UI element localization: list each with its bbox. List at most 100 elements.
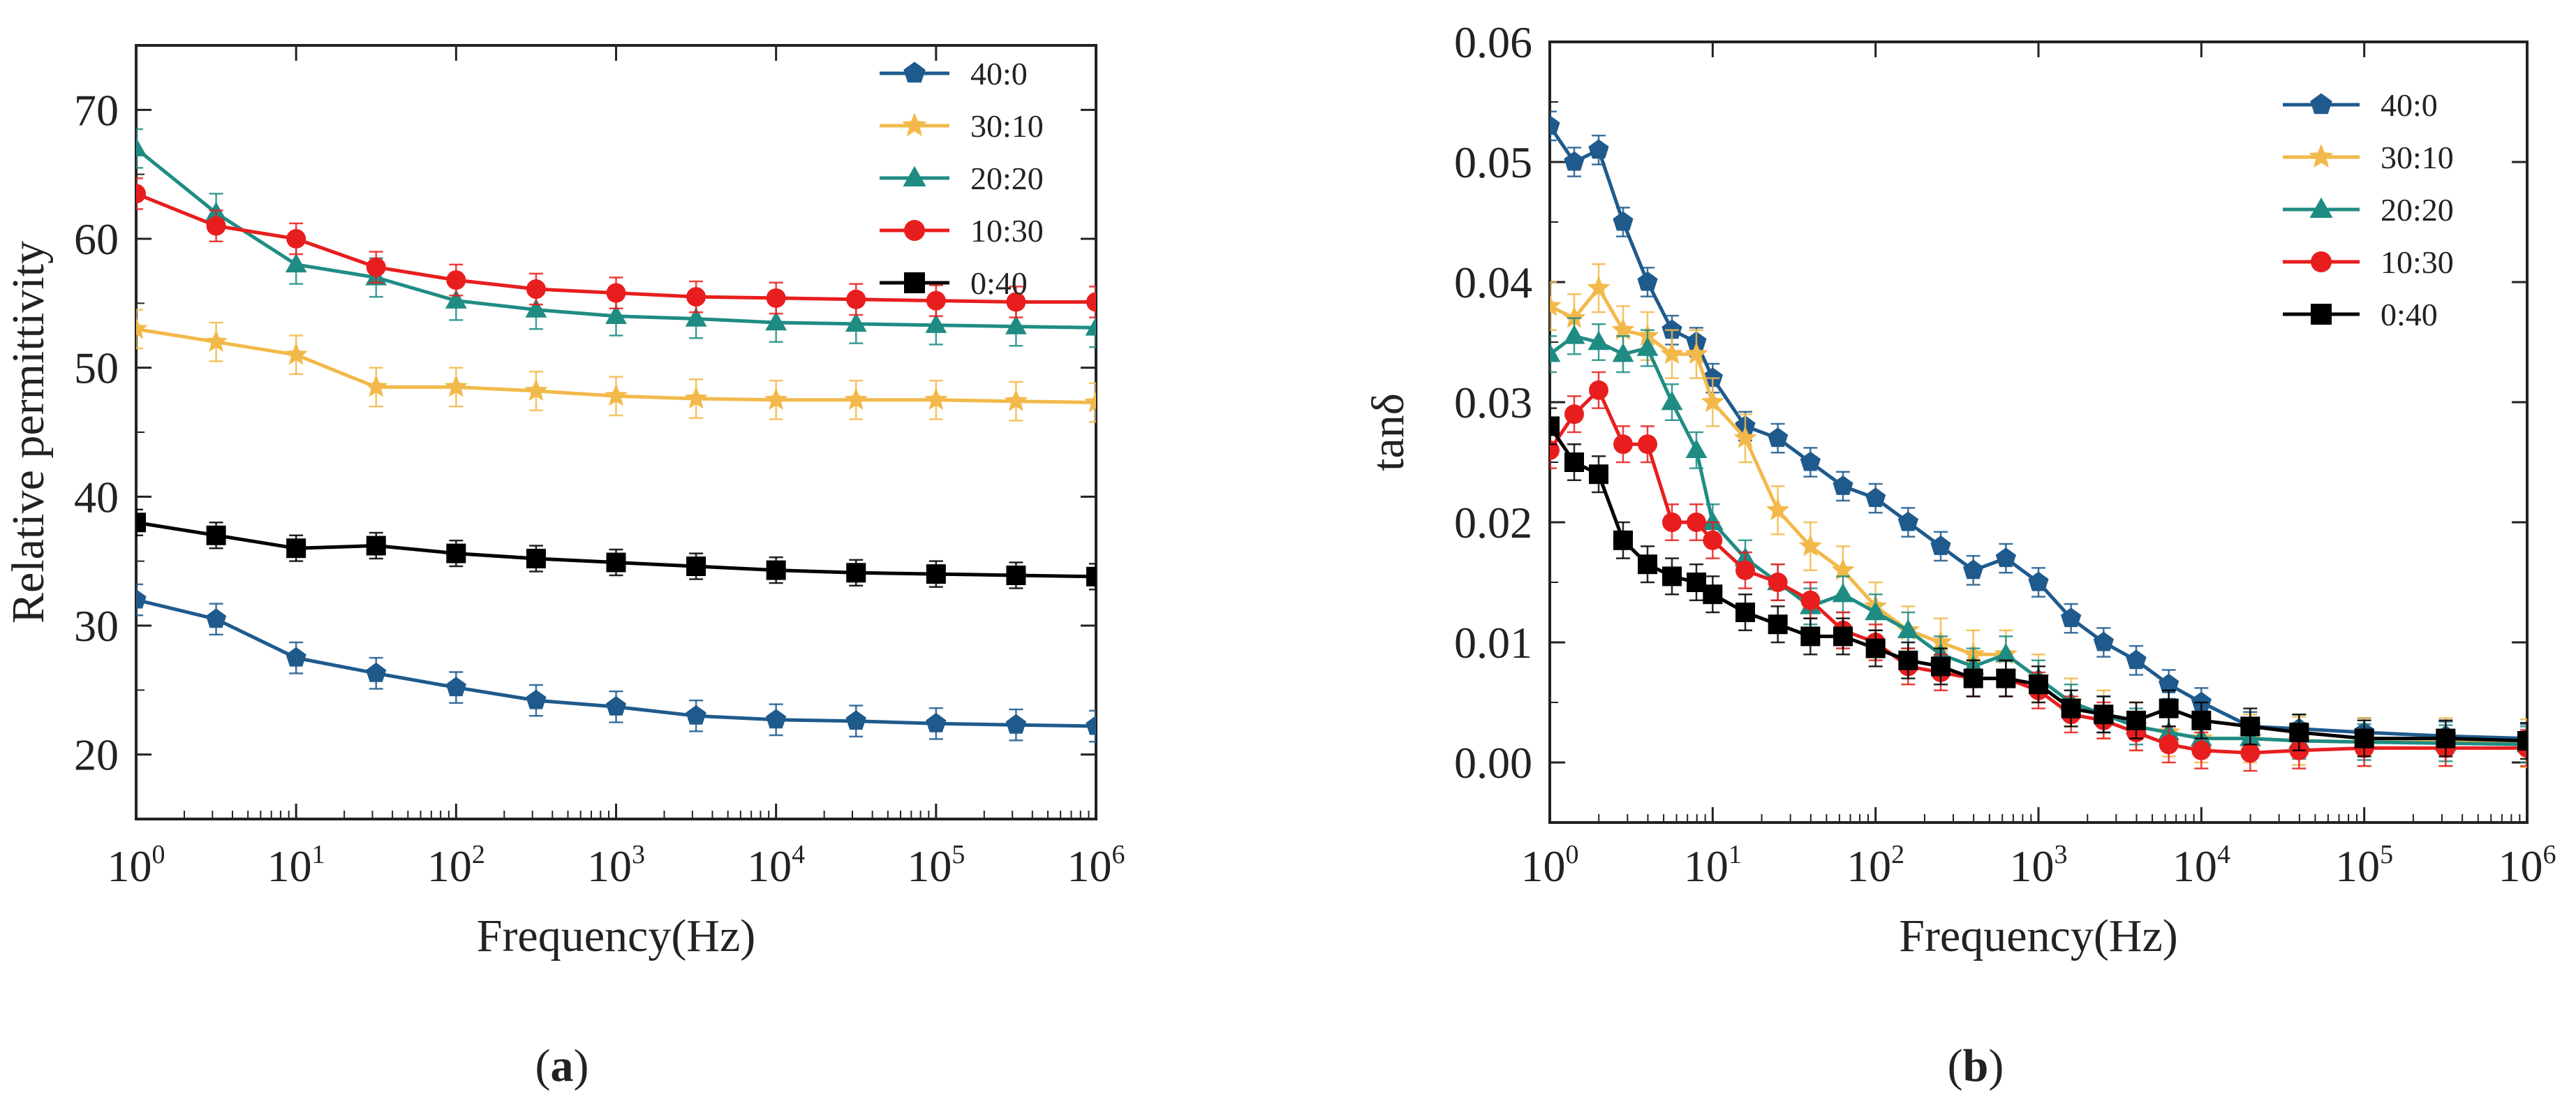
- marker-10-30-6: [1687, 513, 1706, 532]
- legend-label-0-40: 0:40: [970, 265, 1028, 301]
- marker-30-10-3: [364, 374, 388, 397]
- series-group-a: [136, 128, 1096, 743]
- x-axis-title-b: Frequency(Hz): [1899, 910, 2177, 961]
- marker-20-20-2: [285, 253, 307, 273]
- marker-0-40-9: [1768, 614, 1788, 635]
- marker-30-10-0: [1550, 293, 1562, 316]
- marker-0-40-10: [1800, 626, 1821, 647]
- marker-30-10-0: [136, 316, 148, 339]
- marker-0-40-3: [366, 536, 386, 556]
- marker-20-20-5: [1661, 390, 1683, 411]
- chart-a: (a) 100 101 102 103 104 105 106 20 30 40 50 60 70 Fre…: [3, 44, 1125, 1091]
- marker-40-0-18: [2061, 607, 2082, 628]
- y-axis-title-b: tanδ: [1363, 393, 1414, 471]
- marker-40-0-10: [1800, 451, 1821, 471]
- y-tick-label-b: 0.06: [1454, 17, 1532, 67]
- x-tick-label-b: 102: [1846, 840, 1904, 891]
- marker-10-30-7: [1703, 530, 1723, 550]
- series-a-10-30: [136, 177, 1096, 318]
- legend-label-10-30: 10:30: [2381, 244, 2454, 280]
- marker-20-20-1: [1563, 325, 1585, 344]
- legend-label-40-0: 40:0: [2381, 87, 2438, 123]
- marker-0-40-11: [1833, 626, 1853, 647]
- marker-10-30-7: [686, 287, 706, 307]
- marker-30-10-3: [1611, 318, 1635, 340]
- marker-20-20-12: [1865, 600, 1887, 621]
- marker-20-20-3: [1612, 343, 1634, 362]
- marker-10-30-9: [1768, 573, 1788, 592]
- legend-a: 40:0 30:10 20:20 10:30 0:40: [880, 56, 1044, 301]
- marker-30-10-8: [1733, 426, 1757, 448]
- marker-10-30-8: [1735, 560, 1755, 580]
- marker-30-10-1: [204, 330, 228, 352]
- marker-0-40-10: [926, 564, 946, 584]
- marker-30-10-legend: [902, 112, 927, 137]
- marker-40-0-22: [2191, 691, 2212, 711]
- series-group-b: [1550, 110, 2527, 772]
- marker-20-20-10: [925, 314, 947, 333]
- x-tick-label-a: 100: [108, 840, 165, 891]
- marker-20-20-7: [1701, 510, 1724, 531]
- marker-40-0-12: [1086, 715, 1096, 735]
- marker-0-40-23: [2240, 716, 2260, 737]
- y-tick-label-b: 0.04: [1454, 258, 1532, 307]
- marker-40-0-21: [2159, 673, 2179, 693]
- marker-30-10-7: [684, 386, 708, 409]
- marker-30-10-4: [444, 374, 468, 397]
- legend-label-10-30: 10:30: [970, 213, 1044, 249]
- marker-10-30-3: [1613, 434, 1633, 455]
- marker-10-30-0: [136, 184, 146, 204]
- marker-40-0-10: [926, 712, 947, 732]
- marker-20-20-8: [765, 311, 787, 331]
- marker-0-40-4: [1638, 554, 1657, 575]
- marker-0-40-27: [2517, 731, 2527, 751]
- marker-0-40-17: [2029, 674, 2048, 695]
- marker-10-30-0: [1550, 440, 1560, 460]
- x-tick-label-b: 101: [1684, 840, 1742, 891]
- marker-0-40-legend: [2311, 304, 2332, 325]
- marker-0-40-4: [446, 543, 466, 563]
- marker-0-40-16: [1996, 668, 2016, 688]
- marker-0-40-12: [1086, 566, 1096, 587]
- y-tick-label-a: 60: [74, 214, 119, 264]
- marker-0-40-20: [2126, 710, 2146, 730]
- marker-0-40-0: [136, 513, 146, 533]
- marker-0-40-22: [2191, 710, 2212, 730]
- marker-10-30-8: [766, 288, 786, 308]
- marker-40-0-4: [1637, 271, 1658, 291]
- marker-20-20-11: [1005, 315, 1027, 334]
- marker-20-20-12: [1085, 316, 1096, 336]
- x-tick-label-b: 106: [2499, 840, 2556, 891]
- marker-0-40-12: [1865, 638, 1886, 658]
- marker-20-20-0: [136, 137, 147, 156]
- y-tick-label-a: 50: [74, 344, 119, 393]
- marker-0-40-2: [1589, 464, 1608, 485]
- marker-10-30-9: [846, 289, 866, 309]
- x-tick-label-a: 101: [267, 840, 325, 891]
- marker-30-10-9: [1766, 498, 1790, 520]
- y-tick-label-a: 70: [74, 85, 119, 135]
- x-tick-label-b: 103: [2010, 840, 2068, 891]
- marker-20-20-2: [1587, 330, 1610, 351]
- marker-20-20-9: [845, 312, 867, 332]
- marker-40-0-11: [1833, 475, 1853, 495]
- marker-30-10-12: [1084, 390, 1096, 413]
- y-axis-title-a: Relative permittivity: [3, 241, 54, 624]
- x-axis-title-a: Frequency(Hz): [477, 910, 755, 961]
- marker-10-30-1: [1564, 404, 1584, 425]
- marker-40-0-5: [526, 689, 547, 709]
- series-a-0-40: [136, 508, 1096, 591]
- marker-0-40-9: [846, 563, 866, 583]
- marker-10-30-12: [1086, 292, 1096, 312]
- marker-40-0-1: [205, 608, 227, 628]
- marker-40-0-14: [1930, 536, 1951, 555]
- marker-40-0-13: [1897, 511, 1918, 531]
- y-tick-label-a: 20: [74, 730, 119, 780]
- y-tick-label-b: 0.03: [1454, 378, 1532, 427]
- marker-10-30-6: [606, 283, 626, 303]
- marker-40-0-9: [1768, 427, 1789, 448]
- legend-label-20-20: 20:20: [2381, 192, 2454, 228]
- marker-10-30-5: [526, 279, 546, 300]
- x-tick-label-b: 105: [2335, 840, 2393, 891]
